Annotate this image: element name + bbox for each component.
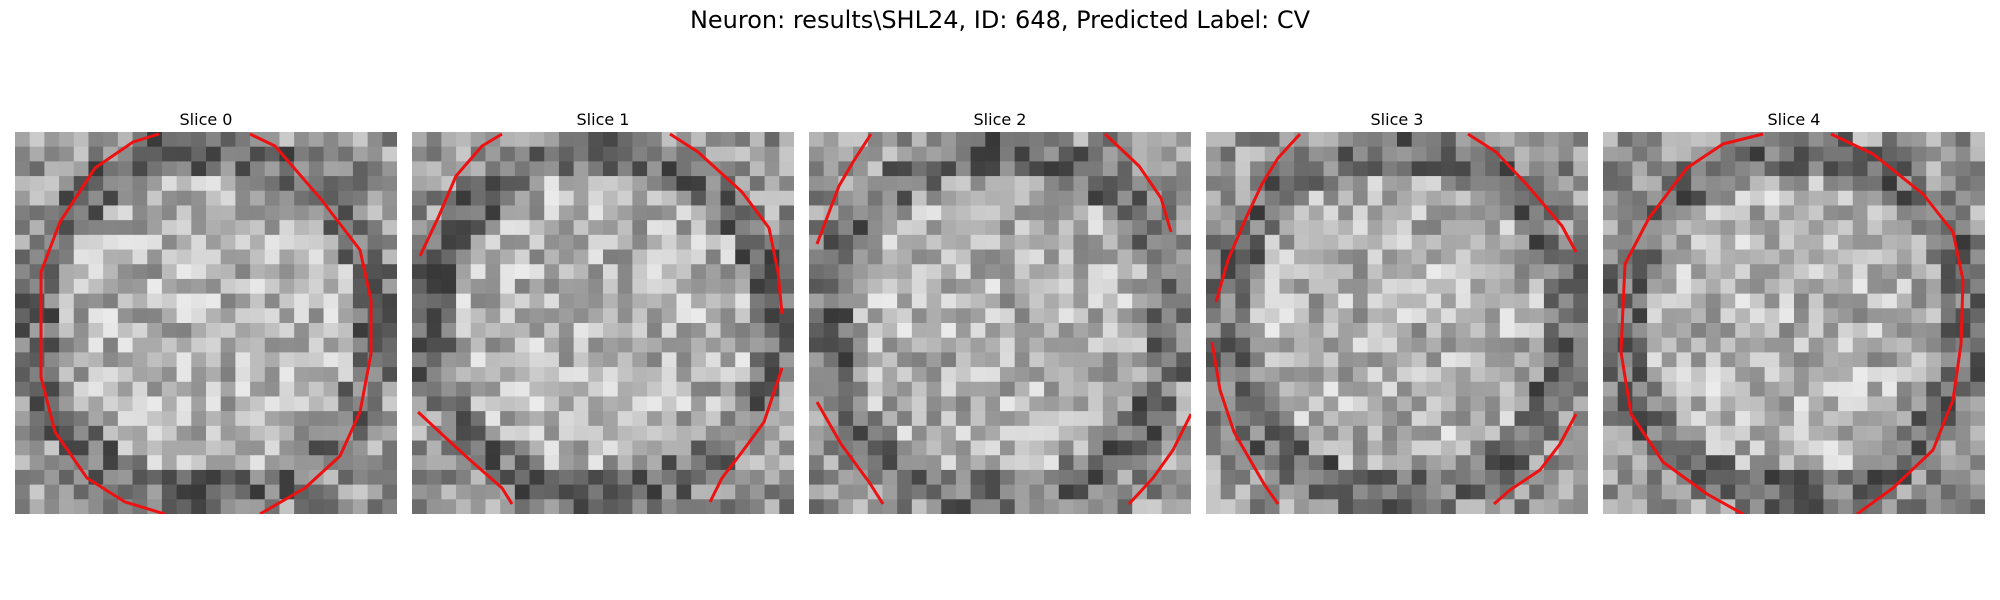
contour-line-2	[416, 410, 514, 505]
slice-image-3	[1206, 132, 1588, 514]
contour-line-0	[39, 132, 166, 514]
contour-line-2	[1210, 341, 1280, 505]
contour-line-0	[1214, 132, 1302, 303]
slice-image-1	[412, 132, 794, 514]
slice-title-2: Slice 2	[973, 110, 1027, 129]
contour-line-3	[1493, 413, 1578, 506]
slice-panel-4: Slice 4	[1603, 108, 1985, 514]
contour-line-1	[1467, 132, 1578, 253]
slice-panel-3: Slice 3	[1206, 108, 1588, 514]
contour-line-3	[1127, 413, 1191, 506]
contour-line-0	[815, 133, 873, 245]
pixel-grid	[1603, 132, 1985, 514]
slice-panel-2: Slice 2	[809, 108, 1191, 514]
slice-title-3: Slice 3	[1370, 110, 1424, 129]
pixel-grid	[809, 132, 1191, 514]
contour-line-0	[418, 132, 503, 257]
contour-line-1	[669, 132, 784, 315]
contour-line-2	[815, 401, 885, 505]
slice-title-1: Slice 1	[576, 110, 630, 129]
slice-panel-1: Slice 1	[412, 108, 794, 514]
contour-line-3	[708, 367, 784, 503]
contour-line-0	[1619, 132, 1764, 514]
contour-line-1	[1103, 132, 1173, 233]
slice-image-2	[809, 132, 1191, 514]
slice-title-4: Slice 4	[1767, 110, 1821, 129]
contour-line-1	[1830, 132, 1965, 514]
slice-title-0: Slice 0	[179, 110, 233, 129]
contour-line-1	[249, 132, 373, 514]
figure-title: Neuron: results\SHL24, ID: 648, Predicte…	[689, 6, 1311, 34]
slice-image-0	[15, 132, 397, 514]
pixel-grid	[412, 132, 794, 514]
slice-panel-0: Slice 0	[15, 108, 397, 514]
slice-image-4	[1603, 132, 1985, 514]
